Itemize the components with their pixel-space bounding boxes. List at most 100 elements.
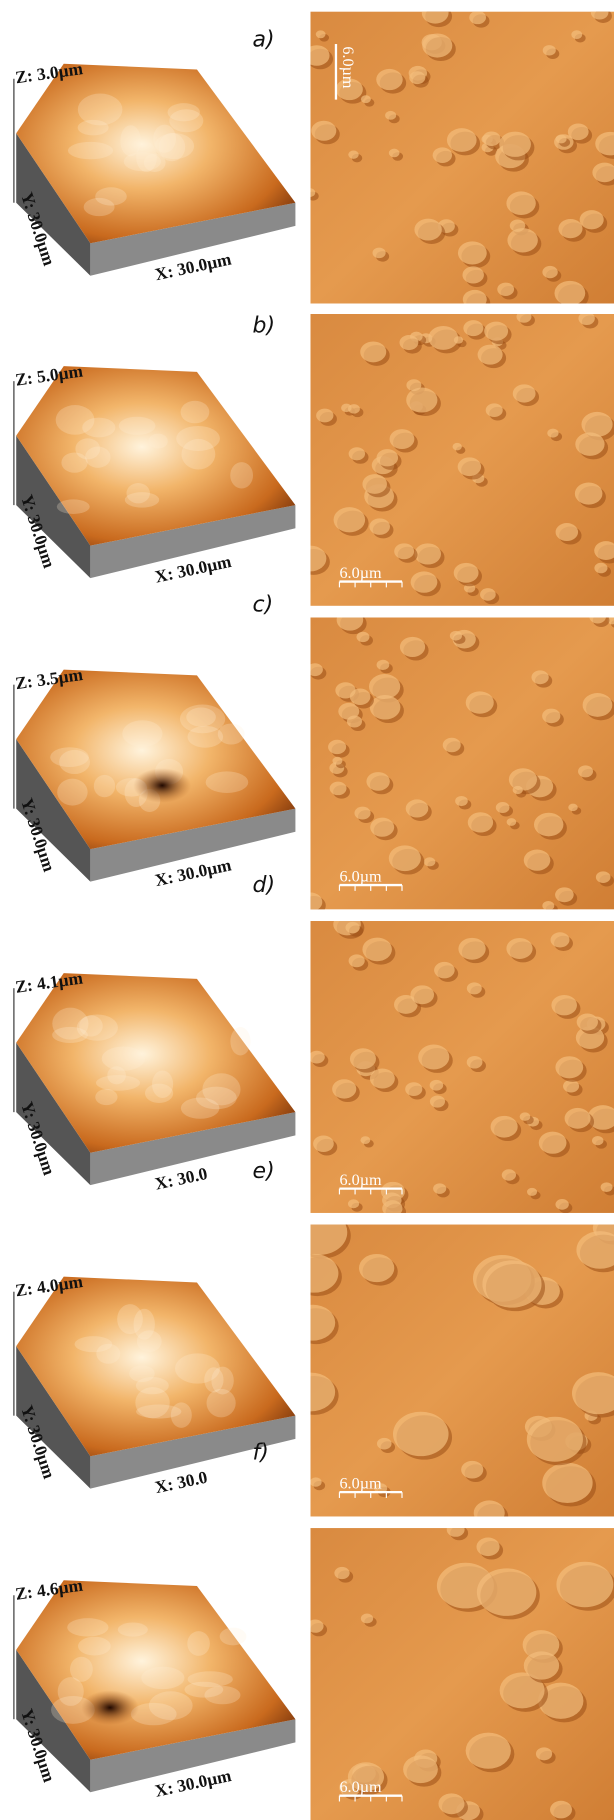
grain — [477, 1568, 536, 1616]
panel-letter: a) — [253, 27, 275, 52]
grain — [422, 34, 452, 58]
grain — [461, 1461, 483, 1479]
panel-letter: c) — [253, 593, 274, 618]
surface-bump — [218, 723, 245, 744]
figure: Z: 3.0µmY: 30.0µmX: 30.0µma)6.0µmZ: 5.0µ… — [0, 0, 614, 1820]
grain — [376, 69, 402, 90]
grain — [406, 388, 437, 413]
surface-bump — [95, 187, 127, 205]
surface-bump — [117, 1304, 143, 1334]
surface-bump — [78, 120, 109, 136]
surface-bump — [56, 405, 95, 435]
grain — [418, 1045, 449, 1070]
afm-image — [287, 1209, 614, 1528]
grain — [377, 1438, 392, 1450]
grain — [389, 845, 421, 871]
grain — [531, 670, 548, 684]
surface-bump — [120, 125, 141, 156]
grain — [330, 782, 347, 795]
surface-bump — [119, 417, 156, 435]
grain — [458, 457, 481, 476]
grain — [463, 320, 483, 336]
surface-bump — [125, 492, 159, 507]
surface-bump — [118, 1622, 148, 1636]
grain — [592, 1136, 603, 1145]
grain — [377, 660, 390, 670]
grain — [348, 404, 360, 414]
grain — [466, 1733, 511, 1769]
grain — [433, 1183, 446, 1194]
grain — [424, 857, 435, 866]
scale-bar-label: 6.0µm — [339, 46, 357, 89]
grain — [601, 1182, 613, 1192]
grain — [491, 1116, 518, 1138]
grain — [454, 336, 463, 343]
afm-image — [307, 1522, 614, 1820]
scale-bar-label: 6.0µm — [339, 1171, 382, 1189]
panel-letter: e) — [253, 1159, 275, 1184]
grain — [350, 689, 371, 705]
grain — [568, 804, 577, 812]
grain — [455, 796, 468, 806]
surface-bump — [61, 452, 87, 472]
grain — [447, 1522, 465, 1536]
grain — [468, 812, 493, 832]
grain — [542, 266, 557, 278]
grain — [536, 1747, 552, 1760]
grain — [542, 901, 554, 911]
grain — [502, 1169, 516, 1180]
grain — [506, 191, 535, 215]
grain — [390, 429, 415, 449]
grain — [517, 311, 532, 323]
grain — [362, 938, 392, 962]
surface-bump — [181, 401, 210, 424]
grain — [565, 1108, 591, 1129]
grain — [347, 715, 362, 727]
grain — [287, 1373, 336, 1412]
grain — [558, 219, 582, 238]
grain — [406, 799, 429, 817]
grain — [507, 228, 537, 252]
grain — [458, 241, 487, 264]
grain — [433, 147, 452, 163]
surface-bump — [220, 1628, 247, 1646]
grain — [349, 954, 365, 967]
grain — [578, 312, 594, 325]
x-label: X: 30.0 — [153, 1468, 209, 1498]
grain — [551, 995, 577, 1015]
grain — [551, 932, 570, 947]
grain — [580, 210, 604, 229]
surface-bump — [122, 720, 162, 747]
grain — [478, 345, 503, 365]
grain — [482, 1260, 541, 1307]
grain — [484, 322, 508, 341]
grain — [370, 818, 394, 837]
grain — [385, 111, 396, 120]
grain — [575, 483, 603, 505]
grain — [334, 1567, 349, 1579]
grain — [467, 1056, 483, 1069]
grain — [469, 11, 486, 24]
grain — [294, 546, 326, 572]
grain — [414, 219, 441, 241]
surface-bump — [75, 1336, 113, 1352]
scale-bar-label: 6.0µm — [339, 1475, 382, 1493]
surface-bump — [59, 750, 90, 774]
surface-bump — [145, 1084, 173, 1103]
surface-bump — [135, 1387, 169, 1418]
grain — [486, 403, 503, 417]
grain — [334, 507, 366, 532]
grain — [307, 1619, 324, 1632]
grain — [438, 1793, 464, 1814]
grain — [405, 1082, 422, 1096]
grain — [316, 30, 326, 38]
scale-bar-label: 6.0µm — [339, 868, 382, 886]
grain — [463, 290, 487, 309]
grain — [571, 30, 582, 39]
surface-bump — [211, 1367, 233, 1395]
image-bg — [310, 617, 614, 909]
grain — [496, 802, 510, 813]
surface-bump — [57, 499, 90, 514]
